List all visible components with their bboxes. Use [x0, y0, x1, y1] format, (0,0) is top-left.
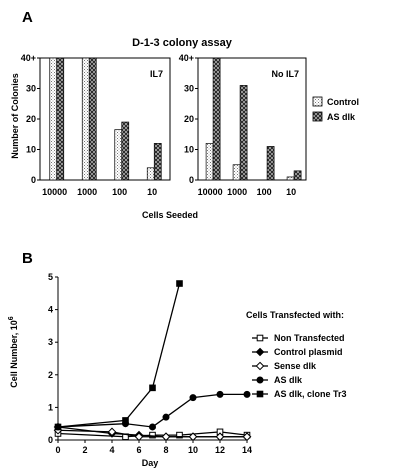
chart-b-xtick-label: 4: [109, 445, 114, 455]
panel-b-label: B: [22, 250, 33, 267]
chart-b-ylabel: Cell Number, 106: [8, 316, 19, 388]
chart-a-ytick-label: 0: [189, 175, 194, 185]
data-point-marker: [54, 423, 62, 431]
data-point-marker: [122, 417, 129, 424]
chart-b-xtick-label: 14: [242, 445, 252, 455]
chart-a-bar: [56, 57, 65, 181]
legend-label: Non Transfected: [274, 333, 345, 343]
chart-a-xtick-label: 1000: [77, 187, 97, 197]
chart-b-ylabel-text: Cell Number, 10: [9, 320, 19, 388]
chart-a-xtick-label: 1000: [227, 187, 247, 197]
chart-a-ytick-label: 30: [184, 84, 194, 94]
data-point-marker: [242, 432, 252, 442]
series-line: [57, 393, 247, 428]
chart-a-bar: [266, 146, 275, 181]
data-point-marker: [149, 423, 156, 431]
chart-a-xtick-label: 10: [286, 187, 296, 197]
chart-b-ytick-label: 5: [48, 272, 53, 282]
chart-a-ylabel: Number of Colonies: [10, 73, 20, 159]
chart-a-bar: [212, 57, 221, 181]
chart-b-xtick-label: 12: [215, 445, 225, 455]
chart-a-ytick-label: 40+: [21, 53, 36, 63]
data-point-marker: [256, 390, 264, 398]
data-point-marker: [189, 394, 197, 402]
chart-a-xtick-label: 10000: [198, 187, 223, 197]
legend-swatch-control: [312, 96, 323, 107]
chart-b-xtick-label: 0: [55, 445, 60, 455]
chart-a-ytick-label: 0: [31, 175, 36, 185]
chart-a-subplot-label: IL7: [150, 69, 163, 79]
chart-a-bar: [114, 129, 123, 181]
chart-a-bar: [286, 176, 295, 181]
chart-b-xtick-label: 2: [82, 445, 87, 455]
chart-a-bar: [239, 85, 248, 181]
chart-a-ytick-label: 10: [26, 145, 36, 155]
data-point-marker: [107, 427, 117, 437]
legend-label-control: Control: [327, 97, 359, 107]
chart-b-ylabel-sup: 6: [8, 316, 15, 320]
chart-b-xtick-label: 10: [188, 445, 198, 455]
data-point-marker: [256, 334, 264, 342]
chart-b-ytick-label: 1: [48, 402, 53, 412]
chart-a-xlabel: Cells Seeded: [142, 210, 198, 220]
data-point-marker: [176, 431, 183, 439]
chart-b-xlabel: Day: [142, 458, 159, 468]
chart-a-bar: [88, 57, 97, 181]
chart-a-ytick-label: 20: [26, 114, 36, 124]
chart-a-xtick-label: 100: [257, 187, 272, 197]
data-point-marker: [161, 432, 171, 442]
chart-b-ytick-label: 0: [48, 435, 53, 445]
legend-label: AS dlk: [274, 375, 303, 385]
chart-a-bar: [81, 57, 90, 181]
chart-b-legend-title: Cells Transfected with:: [246, 310, 344, 320]
chart-a-legend: Control AS dlk: [312, 96, 359, 122]
chart-b-legend: Non Transfected Control plasmid Sense dlk A…: [252, 333, 347, 399]
chart-a-bar: [49, 57, 58, 181]
chart-a-xtick-label: 10000: [42, 187, 67, 197]
chart-a-bar: [293, 170, 302, 181]
legend-label-as-dlk: AS dlk: [327, 112, 356, 122]
data-point-marker: [256, 376, 264, 384]
legend-label: Control plasmid: [274, 347, 343, 357]
data-point-marker: [255, 347, 265, 357]
chart-a-bar: [121, 121, 130, 181]
legend-swatch-as-dlk: [312, 111, 323, 122]
chart-a-ytick-label: 10: [184, 145, 194, 155]
chart-b-ytick-label: 3: [48, 337, 53, 347]
chart-a-xtick-label: 10: [147, 187, 157, 197]
chart-a-ytick-label: 40+: [179, 53, 194, 63]
series-line: [57, 283, 181, 428]
chart-b-xtick-label: 8: [163, 445, 168, 455]
chart-a-bar: [146, 167, 155, 181]
data-point-marker: [162, 413, 170, 421]
data-point-marker: [134, 432, 144, 442]
chart-a-bar: [205, 143, 214, 181]
legend-label: AS dlk, clone Tr3: [274, 389, 347, 399]
legend-label: Sense dlk: [274, 361, 317, 371]
data-point-marker: [176, 280, 183, 287]
chart-a-subplot-label: No IL7: [271, 69, 299, 79]
data-point-marker: [188, 432, 198, 442]
panel-a-label: A: [22, 9, 33, 26]
data-point-marker: [149, 384, 156, 392]
data-point-marker: [255, 361, 265, 371]
data-point-marker: [215, 432, 225, 442]
data-point-marker: [243, 390, 251, 398]
chart-a-bar: [232, 164, 241, 181]
chart-a-ytick-label: 20: [184, 114, 194, 124]
chart-b-xtick-label: 6: [136, 445, 141, 455]
chart-a-xtick-label: 100: [112, 187, 127, 197]
chart-a-bar: [153, 143, 162, 181]
chart-a-ytick-label: 30: [26, 84, 36, 94]
chart-b-ytick-label: 2: [48, 370, 53, 380]
chart-b-ytick-label: 4: [48, 305, 53, 315]
data-point-marker: [216, 390, 224, 398]
chart-a-title: D-1-3 colony assay: [132, 37, 233, 49]
